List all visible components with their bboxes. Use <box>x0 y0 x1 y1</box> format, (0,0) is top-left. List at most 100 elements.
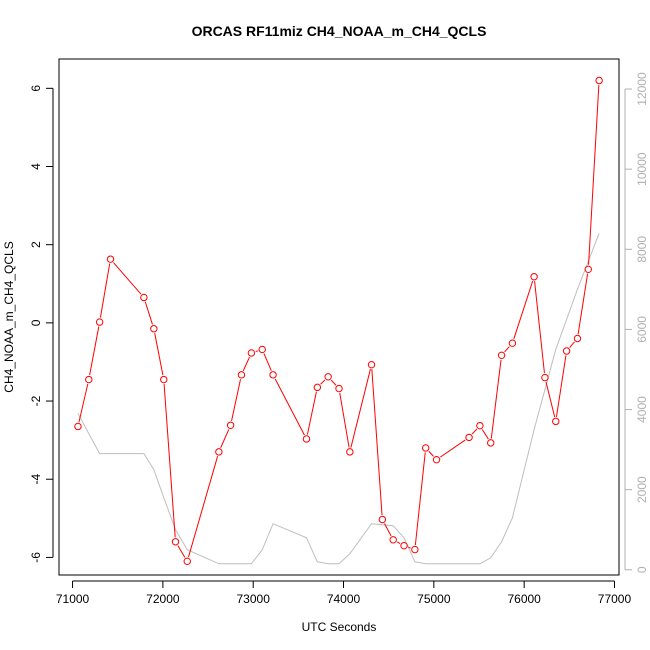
primary-series-segment <box>490 359 502 439</box>
chart-title: ORCAS RF11miz CH4_NOAA_m_CH4_QCLS <box>192 23 487 39</box>
primary-series-point <box>411 545 419 554</box>
primary-series-segment <box>350 368 371 448</box>
x-axis-label: UTC Seconds <box>302 620 377 634</box>
secondary-series-line <box>77 233 600 565</box>
primary-series-point <box>269 371 277 379</box>
y-tick-label: 4 <box>29 163 43 170</box>
primary-series-segment <box>144 301 153 325</box>
y-tick-label: 6 <box>29 85 43 92</box>
primary-series-segment <box>371 369 383 516</box>
primary-series-segment <box>481 429 489 440</box>
right-y-tick-label: 0 <box>635 566 649 573</box>
primary-series-point <box>150 325 158 333</box>
primary-series-segment <box>339 392 350 448</box>
series-layer <box>74 76 603 566</box>
primary-series-segment <box>220 429 230 448</box>
right-y-tick-label: 12000 <box>635 72 649 106</box>
right-y-axis: 0 2000 4000 6000 8000 10000 12000 <box>624 72 649 573</box>
y-tick-label: 0 <box>29 319 43 326</box>
primary-series-point <box>140 293 148 302</box>
primary-series-segment <box>242 356 250 371</box>
primary-series-point <box>573 334 582 343</box>
primary-series-segment <box>577 273 589 335</box>
primary-series-segment <box>177 545 186 558</box>
primary-series-point <box>85 375 93 384</box>
x-tick-label: 75000 <box>417 592 451 606</box>
primary-series-segment <box>396 541 401 544</box>
primary-series-segment <box>188 456 219 558</box>
primary-series-segment <box>274 378 305 436</box>
primary-series-segment <box>471 428 478 435</box>
y-tick-label: -4 <box>29 474 43 485</box>
primary-series-point <box>487 439 495 447</box>
primary-series-segment <box>408 546 411 549</box>
primary-series-point <box>324 373 332 381</box>
primary-series-point <box>508 339 517 347</box>
primary-series-point <box>171 538 180 546</box>
primary-series-segment <box>306 391 317 435</box>
primary-series-point <box>346 448 354 456</box>
primary-series-segment <box>439 439 466 458</box>
primary-series-point <box>237 371 246 379</box>
primary-series-segment <box>154 333 164 376</box>
primary-series-segment <box>231 379 241 421</box>
y-axis-label: CH4_NOAA_m_CH4_QCLS <box>2 241 16 392</box>
x-tick-label: 74000 <box>327 592 361 606</box>
primary-series-segment <box>504 346 510 353</box>
y-axis: -6 -4 -2 0 2 4 6 <box>29 85 54 563</box>
primary-series-point <box>378 515 387 524</box>
primary-series-point <box>183 557 191 566</box>
primary-series-segment <box>384 523 392 537</box>
primary-series-segment <box>330 379 337 386</box>
x-tick-label: 71000 <box>56 592 90 606</box>
primary-series-point <box>497 351 506 360</box>
primary-series-point <box>367 360 376 369</box>
primary-series-segment <box>78 383 89 423</box>
primary-series-point <box>552 417 560 426</box>
x-tick-label: 72000 <box>146 592 180 606</box>
primary-series-point <box>258 345 266 354</box>
primary-series-segment <box>513 280 534 340</box>
primary-series-point <box>74 422 82 431</box>
primary-series-point <box>389 536 397 544</box>
primary-series-point <box>562 347 571 355</box>
primary-series-segment <box>414 452 426 546</box>
primary-series-point <box>584 265 592 274</box>
primary-series-segment <box>555 355 567 418</box>
primary-series-point <box>465 433 473 442</box>
primary-series-segment <box>255 350 259 353</box>
y-tick-label: -6 <box>29 552 43 563</box>
primary-series-point <box>541 373 549 382</box>
primary-series-point <box>226 421 235 429</box>
primary-series-segment <box>588 84 600 265</box>
primary-series-segment <box>89 326 100 376</box>
primary-series-point <box>302 435 311 443</box>
primary-series-point <box>215 448 223 456</box>
primary-series-point <box>476 421 484 430</box>
primary-series-point <box>160 375 168 384</box>
x-tick-label: 77000 <box>598 592 632 606</box>
primary-series-segment <box>569 341 575 348</box>
primary-series-segment <box>99 263 111 318</box>
right-y-tick-label: 4000 <box>635 396 649 423</box>
primary-series-segment <box>320 379 326 385</box>
primary-series-segment <box>534 281 545 374</box>
primary-series-point <box>335 384 343 393</box>
plot-frame <box>58 58 620 576</box>
primary-series-point <box>422 444 430 452</box>
primary-series-point <box>400 541 408 550</box>
right-y-tick-label: 6000 <box>635 316 649 343</box>
x-tick-label: 73000 <box>237 592 271 606</box>
primary-series-segment <box>113 262 142 295</box>
primary-series-point <box>106 255 115 263</box>
primary-series-segment <box>545 381 556 418</box>
primary-series-segment <box>428 450 434 457</box>
primary-series-point <box>595 76 603 85</box>
primary-series-point <box>530 273 538 281</box>
right-y-tick-label: 2000 <box>635 476 649 503</box>
x-tick-label: 76000 <box>507 592 541 606</box>
right-y-tick-label: 8000 <box>635 236 649 263</box>
primary-series-point <box>247 349 256 357</box>
x-axis: 71000 72000 73000 74000 75000 76000 77000 <box>56 580 632 606</box>
primary-series-point <box>95 318 104 326</box>
